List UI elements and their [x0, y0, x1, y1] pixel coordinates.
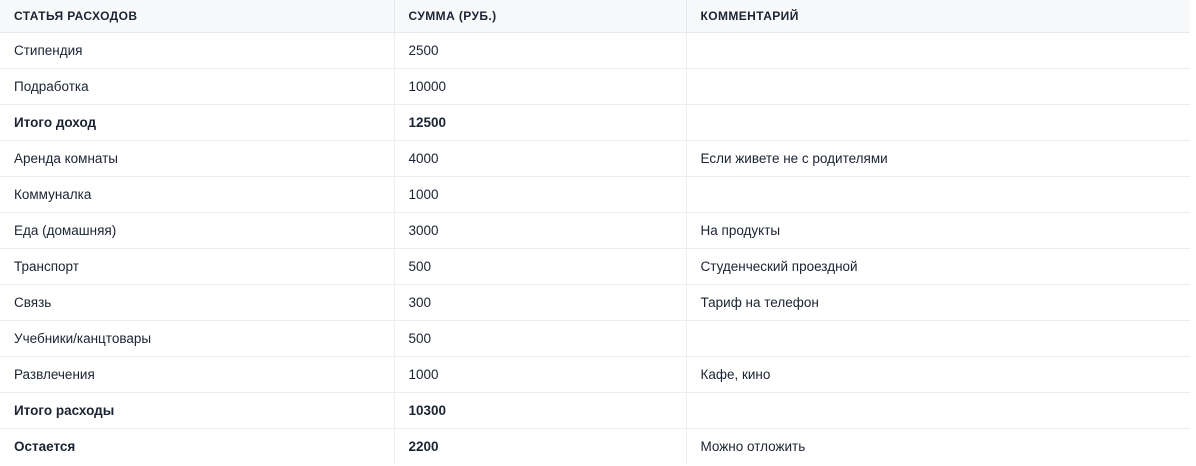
cell-comment: [686, 392, 1190, 429]
cell-amount: 500: [394, 248, 687, 285]
cell-item: Учебники/канцтовары: [0, 320, 395, 357]
cell-amount: 10000: [394, 68, 687, 105]
table-body: Стипендия 2500 Подработка 10000 Итого доход 1…: [0, 32, 1190, 464]
cell-comment: Если живете не с родителями: [686, 140, 1190, 177]
table-row: Транспорт 500 Студенческий проездной: [0, 248, 1190, 285]
column-header-item: СТАТЬЯ РАСХОДОВ: [0, 0, 395, 33]
cell-amount: 500: [394, 320, 687, 357]
cell-item: Транспорт: [0, 248, 395, 285]
cell-item: Связь: [0, 284, 395, 321]
table-row: Стипендия 2500: [0, 32, 1190, 69]
cell-amount: 12500: [394, 104, 687, 141]
cell-amount: 1000: [394, 176, 687, 213]
table-row: Итого расходы 10300: [0, 392, 1190, 429]
table-row: Аренда комнаты 4000 Если живете не с родит…: [0, 140, 1190, 177]
table-row: Учебники/канцтовары 500: [0, 320, 1190, 357]
cell-item: Итого расходы: [0, 392, 395, 429]
table-row: Развлечения 1000 Кафе, кино: [0, 356, 1190, 393]
cell-comment: На продукты: [686, 212, 1190, 249]
table-header: СТАТЬЯ РАСХОДОВ СУММА (РУБ.) КОММЕНТАРИЙ: [0, 0, 1190, 33]
cell-comment: [686, 68, 1190, 105]
cell-item: Еда (домашняя): [0, 212, 395, 249]
cell-amount: 4000: [394, 140, 687, 177]
table-row: Связь 300 Тариф на телефон: [0, 284, 1190, 321]
cell-comment: Можно отложить: [700, 438, 806, 454]
table-row: Подработка 10000: [0, 68, 1190, 105]
table-row: Коммуналка 1000: [0, 176, 1190, 213]
table-row: Остается 2200 Можно отложить: [0, 428, 1190, 464]
table-row: Итого доход 12500: [0, 104, 1190, 141]
cell-comment: Студенческий проездной: [686, 248, 1190, 285]
cell-comment: [686, 176, 1190, 213]
cell-item: Подработка: [0, 68, 395, 105]
cell-amount: 300: [394, 284, 687, 321]
cell-comment: [686, 320, 1190, 357]
column-header-comment: КОММЕНТАРИЙ: [686, 0, 1190, 33]
cell-item: Итого доход: [0, 104, 395, 141]
cell-item: Коммуналка: [0, 176, 395, 213]
cell-comment: Кафе, кино: [686, 356, 1190, 393]
cell-item: Развлечения: [0, 356, 395, 393]
cell-comment: Тариф на телефон: [686, 284, 1190, 321]
cell-amount: 2500: [394, 32, 687, 69]
cell-amount: 10300: [394, 392, 687, 429]
table-header-row: СТАТЬЯ РАСХОДОВ СУММА (РУБ.) КОММЕНТАРИЙ: [0, 0, 1190, 33]
cell-amount: 3000: [394, 212, 687, 249]
cell-comment: [686, 32, 1190, 69]
cell-item: Остается: [0, 428, 395, 464]
cell-amount: 2200: [394, 428, 687, 464]
column-header-amount: СУММА (РУБ.): [394, 0, 687, 33]
cell-comment: [686, 104, 1190, 141]
cell-item: Аренда комнаты: [0, 140, 395, 177]
table-row: Еда (домашняя) 3000 На продукты: [0, 212, 1190, 249]
cell-amount: 1000: [394, 356, 687, 393]
cell-item: Стипендия: [0, 32, 395, 69]
